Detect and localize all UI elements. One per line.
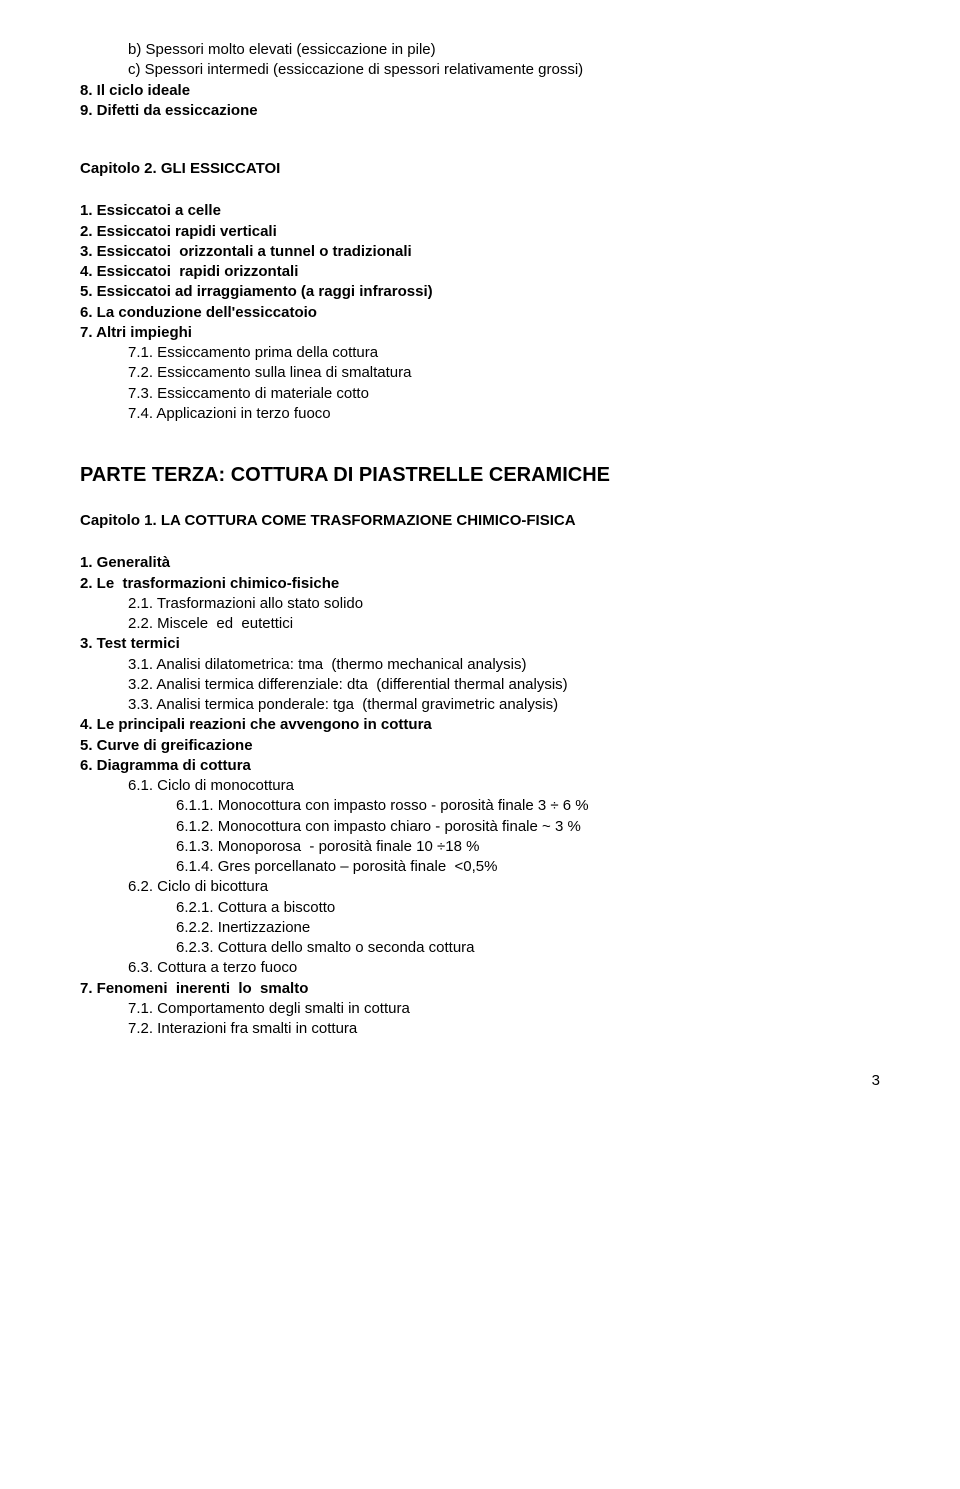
toc-subitem: 7.1. Comportamento degli smalti in cottu… [128, 999, 880, 1019]
toc-subitem: 3.1. Analisi dilatometrica: tma (thermo … [128, 655, 880, 675]
toc-subitem: 3.3. Analisi termica ponderale: tga (the… [128, 695, 880, 715]
text-line: b) Spessori molto elevati (essiccazione … [128, 40, 880, 60]
toc-item: 1. Generalità [80, 553, 880, 573]
toc-subsubitem: 6.1.3. Monoporosa - porosità finale 10 ÷… [176, 837, 880, 857]
chapter-title: Capitolo 1. LA COTTURA COME TRASFORMAZIO… [80, 511, 880, 531]
toc-item: 1. Essiccatoi a celle [80, 201, 880, 221]
text-line: c) Spessori intermedi (essiccazione di s… [128, 60, 880, 80]
toc-item: 8. Il ciclo ideale [80, 81, 880, 101]
toc-subsubitem: 6.2.1. Cottura a biscotto [176, 898, 880, 918]
toc-item: 9. Difetti da essiccazione [80, 101, 880, 121]
toc-subitem: 7.3. Essiccamento di materiale cotto [128, 384, 880, 404]
page-number: 3 [80, 1071, 880, 1091]
toc-subitem: 3.2. Analisi termica differenziale: dta … [128, 675, 880, 695]
toc-subsubitem: 6.1.1. Monocottura con impasto rosso - p… [176, 796, 880, 816]
toc-item: 2. Le trasformazioni chimico-fisiche [80, 574, 880, 594]
toc-subitem: 6.2. Ciclo di bicottura [128, 877, 880, 897]
toc-subsubitem: 6.2.2. Inertizzazione [176, 918, 880, 938]
toc-item: 6. La conduzione dell'essiccatoio [80, 303, 880, 323]
toc-item: 3. Essiccatoi orizzontali a tunnel o tra… [80, 242, 880, 262]
toc-subsubitem: 6.1.2. Monocottura con impasto chiaro - … [176, 817, 880, 837]
toc-item: 5. Essiccatoi ad irraggiamento (a raggi … [80, 282, 880, 302]
toc-subsubitem: 6.2.3. Cottura dello smalto o seconda co… [176, 938, 880, 958]
part-title: PARTE TERZA: COTTURA DI PIASTRELLE CERAM… [80, 462, 880, 489]
toc-subitem: 7.4. Applicazioni in terzo fuoco [128, 404, 880, 424]
toc-subitem: 6.3. Cottura a terzo fuoco [128, 958, 880, 978]
toc-subitem: 6.1. Ciclo di monocottura [128, 776, 880, 796]
toc-item: 3. Test termici [80, 634, 880, 654]
toc-subitem: 7.2. Interazioni fra smalti in cottura [128, 1019, 880, 1039]
toc-item: 5. Curve di greificazione [80, 736, 880, 756]
toc-subitem: 7.1. Essiccamento prima della cottura [128, 343, 880, 363]
chapter-title: Capitolo 2. GLI ESSICCATOI [80, 159, 880, 179]
toc-item: 7. Fenomeni inerenti lo smalto [80, 979, 880, 999]
toc-item: 4. Le principali reazioni che avvengono … [80, 715, 880, 735]
toc-subsubitem: 6.1.4. Gres porcellanato – porosità fina… [176, 857, 880, 877]
toc-subitem: 2.1. Trasformazioni allo stato solido [128, 594, 880, 614]
toc-item: 7. Altri impieghi [80, 323, 880, 343]
toc-subitem: 2.2. Miscele ed eutettici [128, 614, 880, 634]
toc-item: 6. Diagramma di cottura [80, 756, 880, 776]
toc-item: 4. Essiccatoi rapidi orizzontali [80, 262, 880, 282]
toc-subitem: 7.2. Essiccamento sulla linea di smaltat… [128, 363, 880, 383]
toc-item: 2. Essiccatoi rapidi verticali [80, 222, 880, 242]
